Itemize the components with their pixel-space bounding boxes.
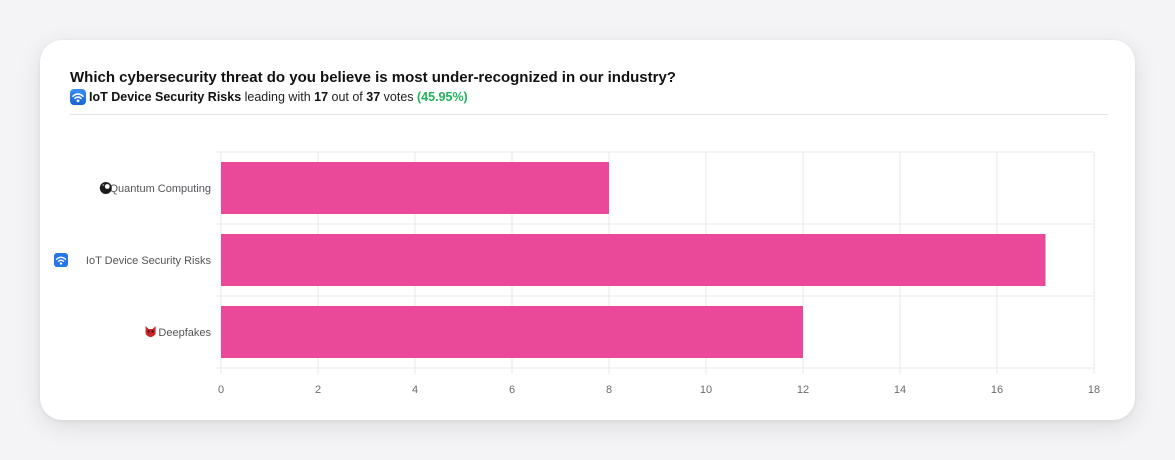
x-tick-label-8: 16: [991, 384, 1003, 396]
leader-votes: 17: [314, 90, 329, 104]
x-tick-label-6: 12: [797, 384, 809, 396]
category-label-2: Deepfakes: [158, 327, 211, 339]
wifi-icon: [54, 253, 68, 267]
x-tick-label-3: 6: [509, 384, 515, 396]
devil-mask-icon: [145, 326, 156, 337]
leading-with-text: leading with: [241, 90, 315, 104]
out-of-text: out of: [328, 90, 367, 104]
x-tick-label-5: 10: [700, 384, 712, 396]
x-tick-label-4: 8: [606, 384, 612, 396]
votes-text: votes: [380, 90, 417, 104]
total-votes: 37: [366, 90, 381, 104]
x-tick-label-9: 18: [1088, 384, 1100, 396]
bar-2: [221, 306, 803, 358]
8-ball-icon: [99, 182, 112, 194]
x-tick-label-1: 2: [315, 384, 321, 396]
leader-name: IoT Device Security Risks: [89, 90, 242, 104]
bar-0: [221, 162, 609, 214]
leader-percent: (45.95%): [417, 90, 468, 104]
category-label-1: IoT Device Security Risks: [86, 255, 212, 267]
poll-question: Which cybersecurity threat do you believ…: [70, 69, 676, 86]
x-tick-label-2: 4: [412, 384, 418, 396]
x-tick-label-0: 0: [218, 384, 224, 396]
x-tick-label-7: 14: [894, 384, 906, 396]
poll-summary: IoT Device Security Risks leading with 1…: [70, 89, 468, 105]
bar-1: [221, 234, 1046, 286]
category-label-0: Quantum Computing: [110, 183, 212, 195]
wifi-icon: [70, 89, 86, 105]
header-divider: [70, 114, 1108, 115]
